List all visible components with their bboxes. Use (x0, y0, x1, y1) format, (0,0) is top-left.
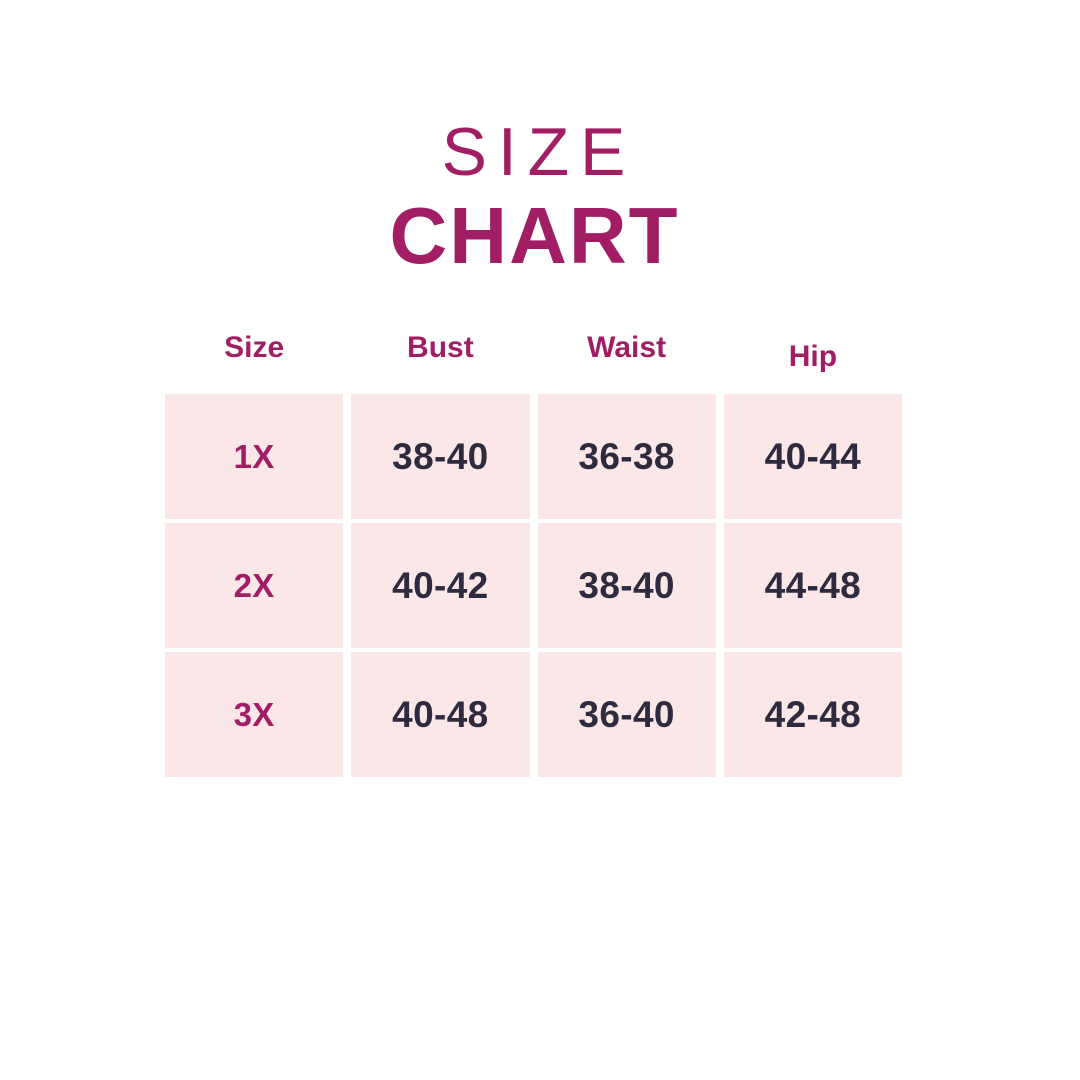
title-line-chart: CHART (389, 191, 680, 280)
table-cell-hip-1x: 40-44 (723, 394, 902, 519)
content-wrapper: SIZE CHART Size Bust Waist Hip 1X 38-40 … (165, 118, 902, 777)
table-cell-bust-2x: 40-42 (351, 523, 530, 648)
table-cell-waist-1x: 36-38 (537, 394, 716, 519)
table-cell-size-1x: 1X (165, 394, 344, 519)
column-header-waist: Waist (587, 331, 667, 364)
table-cell-bust-1x: 38-40 (351, 394, 530, 519)
table-body: 1X 38-40 36-38 40-44 2X 40-42 38-40 44-4… (165, 394, 902, 777)
title-line-size: SIZE (441, 114, 637, 190)
page-title: SIZE CHART (165, 118, 902, 276)
table-cell-hip-3x: 42-48 (723, 652, 902, 777)
column-header-hip: Hip (788, 340, 838, 373)
table-cell-waist-2x: 38-40 (537, 523, 716, 648)
column-header-size: Size (224, 331, 285, 364)
table-header-row: Size Bust Waist Hip (165, 330, 902, 373)
table-cell-size-2x: 2X (165, 523, 344, 648)
table-cell-size-3x: 3X (165, 652, 344, 777)
table-cell-waist-3x: 36-40 (537, 652, 716, 777)
column-header-bust: Bust (407, 331, 474, 364)
table-cell-bust-3x: 40-48 (351, 652, 530, 777)
table-cell-hip-2x: 44-48 (723, 523, 902, 648)
